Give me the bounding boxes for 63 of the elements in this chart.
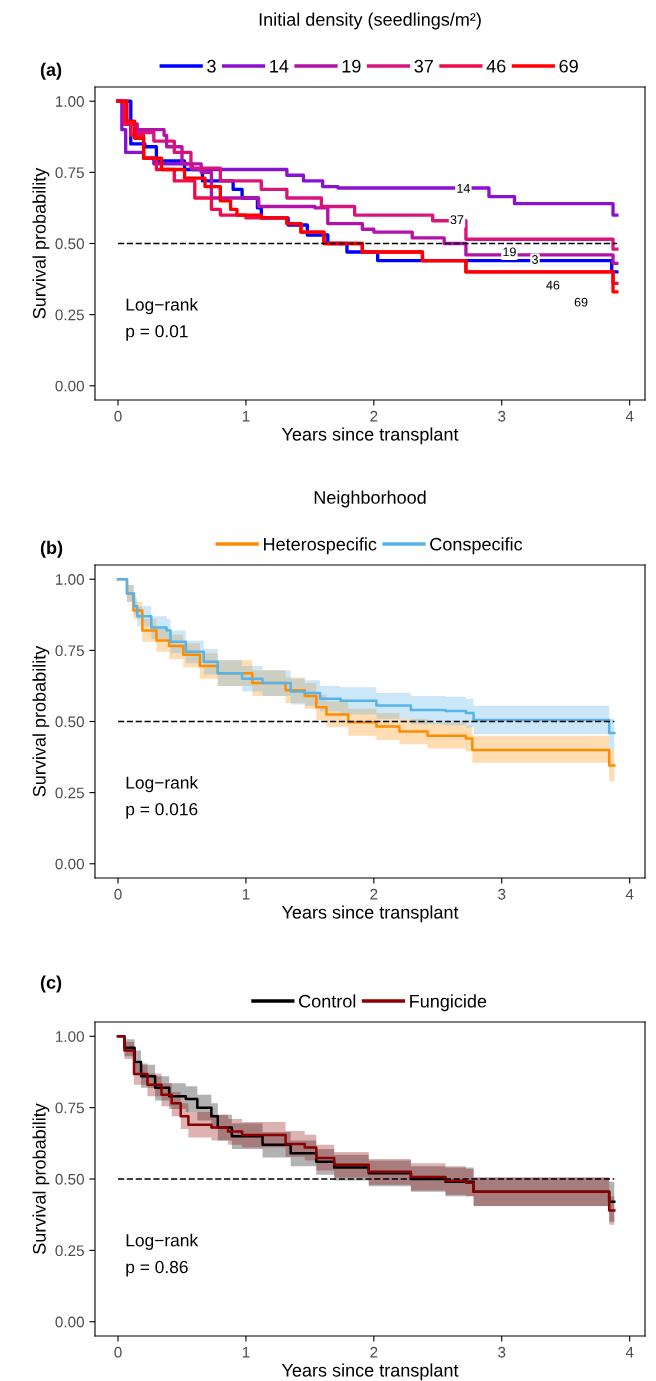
x-tick-label: 4	[625, 1346, 634, 1358]
chart-title: (c)	[40, 975, 62, 993]
annotation: Log−rank	[126, 1233, 199, 1250]
y-tick-label: 0.75	[55, 645, 84, 657]
legend-title: Initial density (seedlings/m²)	[259, 12, 481, 30]
y-tick-label: 0.00	[55, 380, 84, 392]
chart-title: (b)	[40, 540, 63, 558]
annotation: Log−rank	[126, 776, 199, 793]
legend-label: 19	[342, 59, 361, 73]
x-tick-label: 0	[114, 1346, 122, 1358]
annotation: 37	[450, 215, 464, 225]
x-tick-label: 2	[370, 1346, 378, 1358]
annotation: 46	[546, 280, 560, 290]
y-tick-label: 0.00	[55, 1316, 84, 1328]
x-tick-label: 2	[370, 410, 378, 422]
x-tick-label: 3	[498, 888, 506, 900]
x-tick-label: 4	[625, 888, 634, 900]
x-tick-label: 1	[242, 410, 250, 422]
legend-label: 37	[414, 59, 433, 73]
x-axis-title: Years since transplant	[281, 427, 459, 445]
annotation: 3	[532, 255, 538, 264]
x-tick-label: 1	[242, 888, 250, 900]
x-tick-label: 1	[242, 1346, 250, 1358]
chart-title: (a)	[40, 62, 62, 80]
x-tick-label: 4	[625, 410, 634, 422]
y-tick-label: 0.25	[55, 1245, 84, 1257]
y-tick-label: 0.50	[55, 716, 84, 728]
y-tick-label: 0.25	[55, 787, 84, 799]
x-tick-label: 3	[498, 410, 506, 422]
annotation: p = 0.86	[126, 1260, 188, 1277]
legend-label: 46	[486, 59, 506, 73]
x-tick-label: 0	[114, 410, 122, 422]
annotation: Log−rank	[126, 298, 199, 315]
y-tick-label: 0.50	[55, 238, 84, 250]
y-tick-label: 0.50	[55, 1173, 84, 1185]
y-axis-title: Survival probability	[32, 1103, 50, 1254]
legend-label: Fungicide	[410, 994, 487, 1012]
y-tick-label: 0.00	[55, 858, 84, 870]
y-axis-title: Survival probability	[32, 645, 50, 797]
y-tick-label: 0.75	[55, 1102, 84, 1114]
y-tick-label: 0.25	[55, 309, 84, 321]
x-tick-label: 2	[370, 888, 378, 900]
y-tick-label: 0.75	[55, 167, 84, 179]
x-tick-label: 3	[498, 1346, 506, 1358]
annotation: p = 0.01	[126, 325, 188, 341]
legend-label: Control	[299, 994, 356, 1008]
annotation: 19	[503, 247, 516, 257]
annotation: 69	[574, 297, 588, 307]
y-tick-label: 1.00	[56, 96, 84, 107]
legend-label: 69	[559, 59, 578, 73]
x-tick-label: 0	[114, 888, 122, 900]
y-tick-label: 1.00	[56, 1031, 84, 1042]
legend-title: Neighborhood	[314, 490, 426, 508]
y-axis-title: Survival probability	[32, 167, 50, 319]
x-axis-title: Years since transplant	[281, 905, 459, 923]
y-tick-label: 1.00	[56, 574, 84, 585]
x-axis-title: Years since transplant	[281, 1363, 459, 1381]
legend-label: Conspecific	[430, 537, 523, 555]
annotation: p = 0.016	[126, 803, 198, 819]
annotation: 14	[457, 184, 470, 193]
legend-label: Heterospecific	[264, 537, 377, 555]
legend-label: 14	[270, 60, 289, 73]
legend-label: 3	[207, 59, 216, 73]
